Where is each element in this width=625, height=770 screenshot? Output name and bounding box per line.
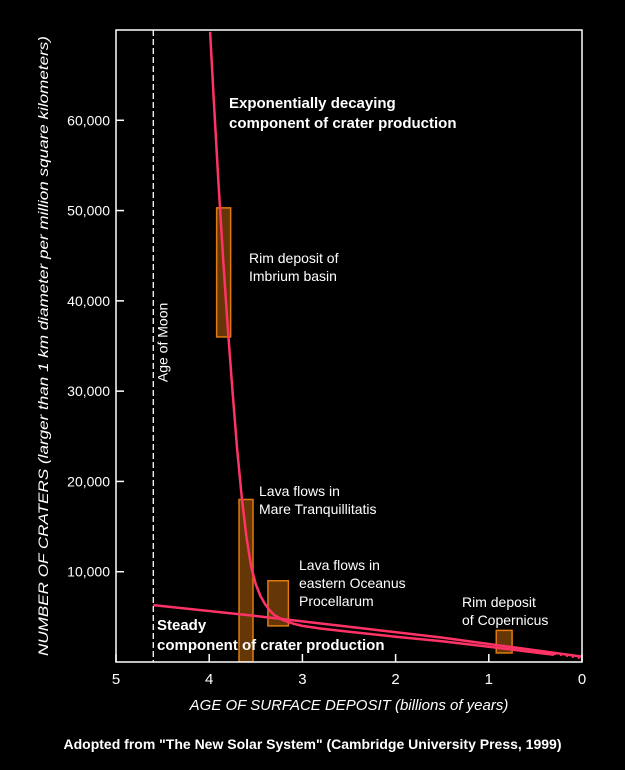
x-tick-label: 3: [298, 671, 306, 688]
x-axis-title: AGE OF SURFACE DEPOSIT (billions of year…: [189, 697, 509, 714]
deposit-label: Lava flows in Mare Tranquillitatis: [259, 483, 377, 517]
y-tick-label: 40,000: [67, 293, 110, 309]
y-axis-title: NUMBER OF CRATERS (larger than 1 km diam…: [35, 36, 51, 656]
decaying-component-label: Exponentially decaying component of crate…: [229, 95, 457, 132]
x-tick-label: 2: [391, 671, 399, 688]
decaying-curve: [208, 31, 555, 657]
deposit-label: Rim deposit of Copernicus: [462, 594, 548, 628]
age-of-moon-label: Age of Moon: [154, 303, 170, 382]
x-tick-label: 4: [205, 671, 213, 688]
x-tick-label: 5: [112, 671, 120, 688]
deposit-box: [238, 498, 254, 662]
source-footer: Adopted from "The New Solar System" (Cam…: [63, 736, 562, 752]
y-tick-label: 60,000: [67, 112, 110, 128]
x-tick-label: 0: [578, 671, 586, 688]
y-tick-label: 20,000: [67, 473, 110, 489]
y-tick-label: 50,000: [67, 203, 110, 219]
deposit-label: Lava flows in eastern Oceanus Procellarum: [299, 557, 406, 609]
y-tick-label: 10,000: [67, 564, 110, 580]
steady-curve: [153, 603, 582, 658]
steady-component-label: Steady component of crater production: [157, 617, 385, 654]
x-tick-label: 1: [485, 671, 493, 688]
plot-frame: [115, 29, 583, 663]
deposit-label: Rim deposit of Imbrium basin: [249, 250, 339, 284]
y-tick-label: 30,000: [67, 383, 110, 399]
